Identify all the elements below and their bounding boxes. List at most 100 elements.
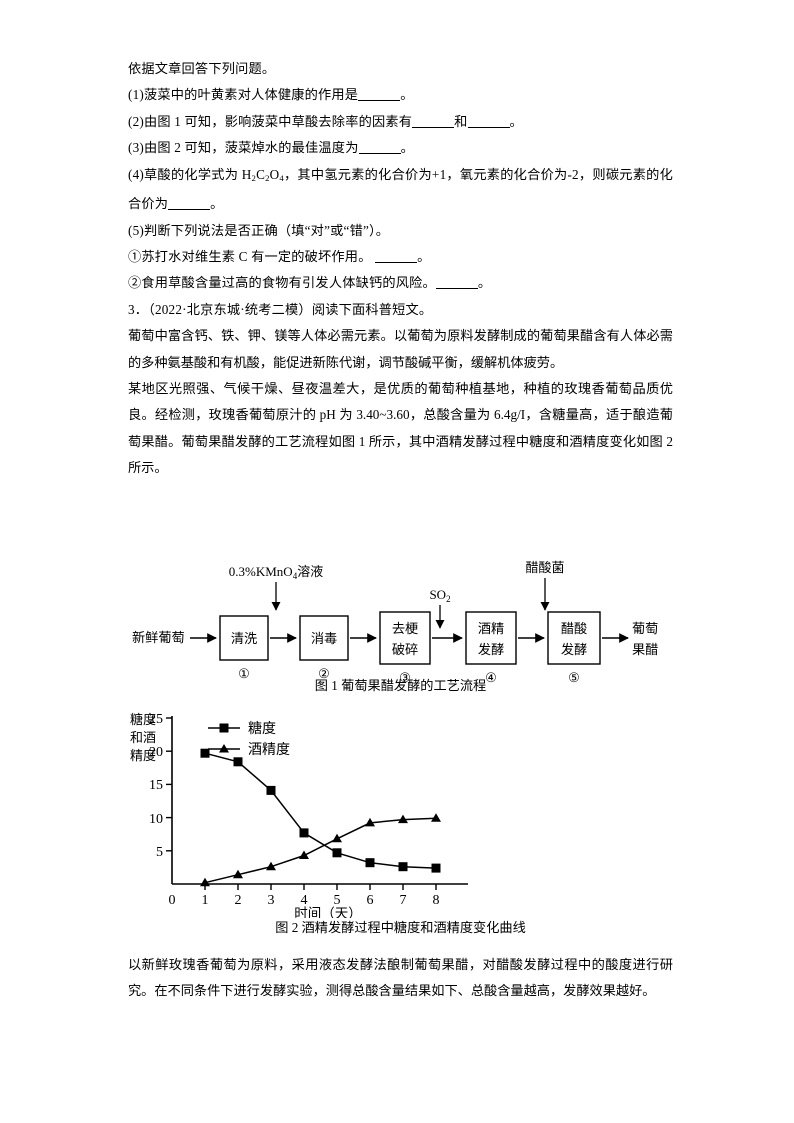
- series-sugar-markers: [200, 748, 441, 873]
- series-sugar-line: [204, 752, 437, 869]
- flow-box-1-label: 清洗: [231, 631, 257, 646]
- x-tick-1: 1: [202, 893, 209, 908]
- question-5a-prefix: ①: [128, 249, 142, 265]
- answer-blank[interactable]: [412, 114, 455, 128]
- legend-sugar-marker: [219, 723, 229, 733]
- flow-box-4-number: ④: [485, 670, 497, 685]
- question-5a-end: 。: [417, 249, 431, 265]
- y-tick-20: 20: [149, 745, 163, 760]
- question-5: (5)判断下列说法是否正确（填“对”或“错”）。: [128, 218, 673, 244]
- question-2: (2)由图 1 可知，影响菠菜中草酸去除率的因素有 和 。: [128, 109, 673, 135]
- flow-box-1[interactable]: [219, 615, 269, 661]
- item-3-heading: 3．（2022·北京东城·统考二模）阅读下面科普短文。: [128, 301, 433, 317]
- legend-alcohol-label: 酒精度: [248, 742, 290, 758]
- flow-box-3-label-1: 去梗: [392, 621, 418, 636]
- question-3-text: 由图 2 可知，菠菜焯水的最佳温度为: [143, 140, 359, 156]
- trailing-text-block: 以新鲜玫瑰香葡萄为原料，采用液态发酵法酿制葡萄果醋，对醋酸发酵过程中的酸度进行研…: [128, 952, 673, 1005]
- y-axis-title-line-3: 精度: [130, 748, 156, 763]
- flow-box-2[interactable]: [299, 615, 349, 661]
- question-5a: ①苏打水对维生素 C 有一定的破坏作用。 。: [128, 244, 673, 270]
- question-2-prefix: (2): [128, 113, 144, 129]
- y-tick-15: 15: [149, 778, 163, 793]
- y-axis-ticks: [166, 717, 172, 852]
- question-5b-end: 。: [477, 275, 492, 291]
- x-tick-7: 7: [400, 893, 407, 908]
- x-tick-0: 0: [169, 893, 176, 908]
- feed-label-acetobacter: 醋酸菌: [525, 560, 564, 575]
- y-tick-25: 25: [149, 712, 163, 727]
- figure-2-caption: 图 2 酒精发酵过程中糖度和酒精度变化曲线: [275, 920, 526, 935]
- y-tick-5: 5: [156, 845, 163, 860]
- flow-output-label-2: 果醋: [632, 642, 658, 657]
- flow-box-4-label-1: 酒精: [478, 621, 504, 636]
- question-3: (3)由图 2 可知，菠菜焯水的最佳温度为 。: [128, 135, 673, 161]
- feed-label-so2: SO2: [429, 587, 450, 604]
- paragraph-2: 某地区光照强、气候干燥、昼夜温差大，是优质的葡萄种植基地，种植的玫瑰香葡萄品质优…: [128, 381, 673, 476]
- figure-1-flowchart: 0.3%KMnO4溶液 SO2 醋酸菌 新鲜葡萄 清洗 ① 消毒 ②: [128, 556, 673, 696]
- flow-box-5-label-1: 醋酸: [561, 621, 587, 636]
- flow-box-5-number: ⑤: [568, 670, 580, 685]
- flow-box-3-number: ③: [399, 670, 411, 685]
- chart-legend: 糖度 酒精度: [208, 721, 290, 758]
- answer-blank[interactable]: [358, 88, 401, 102]
- x-axis-tick-labels: 0 1 2 3 4 5 6 7 8: [169, 893, 440, 908]
- flow-box-5-label-2: 发酵: [561, 642, 587, 657]
- question-block: 依据文章回答下列问题。 (1)菠菜中的叶黄素对人体健康的作用是。 (2)由图 1…: [128, 56, 673, 482]
- flow-input-label: 新鲜葡萄: [132, 630, 185, 645]
- flow-box-5[interactable]: [547, 611, 601, 665]
- x-tick-2: 2: [235, 893, 242, 908]
- y-tick-10: 10: [149, 812, 163, 827]
- question-1-prefix: (1): [128, 87, 144, 103]
- figure-1-caption: 图 1 葡萄果醋发酵的工艺流程: [314, 678, 487, 693]
- question-2-mid: 和: [454, 113, 468, 129]
- question-4-text-a: 草酸的化学式为: [143, 166, 242, 182]
- question-5b: ②食用草酸含量过高的食物有引发人体缺钙的风险。 。: [128, 270, 673, 296]
- flow-box-2-number: ②: [318, 666, 330, 681]
- question-2-text: 由图 1 可知，影响菠菜中草酸去除率的因素有: [143, 113, 413, 129]
- y-axis-title-line-1: 糖度: [130, 712, 156, 727]
- answer-blank[interactable]: [467, 114, 510, 128]
- x-tick-6: 6: [367, 893, 374, 908]
- legend-sugar-label: 糖度: [248, 721, 276, 737]
- flow-box-4-label-2: 发酵: [478, 642, 504, 657]
- question-5-prefix: (5): [128, 222, 144, 238]
- question-4-end: 。: [210, 196, 224, 212]
- series-alcohol-line: [204, 817, 437, 884]
- paragraph-3: 以新鲜玫瑰香葡萄为原料，采用液态发酵法酿制葡萄果醋，对醋酸发酵过程中的酸度进行研…: [128, 957, 673, 999]
- question-5b-text: 食用草酸含量过高的食物有引发人体缺钙的风险。: [141, 275, 436, 291]
- flow-box-3[interactable]: [379, 611, 431, 665]
- x-axis-ticks: [204, 884, 437, 890]
- question-5b-prefix: ②: [128, 275, 142, 291]
- x-tick-3: 3: [268, 893, 275, 908]
- flow-box-4[interactable]: [465, 611, 517, 665]
- question-1: (1)菠菜中的叶黄素对人体健康的作用是 。: [128, 82, 673, 108]
- question-4: (4)草酸的化学式为 H2C2O4，其中氢元素的化合价为+1，氧元素的化合价为-…: [128, 162, 673, 218]
- answer-blank[interactable]: [435, 276, 478, 290]
- x-axis-title: 时间（天）: [294, 906, 362, 918]
- question-2-end: 。: [509, 113, 523, 129]
- feed-label-kmno4: 0.3%KMnO4溶液: [229, 564, 323, 581]
- question-5a-text: 苏打水对维生素 C 有一定的破坏作用。: [141, 249, 372, 265]
- flow-box-1-number: ①: [238, 666, 250, 681]
- answer-blank[interactable]: [375, 249, 418, 264]
- answer-blank[interactable]: [358, 141, 401, 155]
- question-3-prefix: (3): [128, 140, 144, 156]
- question-4-prefix: (4): [128, 166, 144, 182]
- questions-intro: 依据文章回答下列问题。: [128, 61, 276, 76]
- flow-box-3-label-2: 破碎: [392, 642, 418, 657]
- question-1-end: 。: [400, 87, 414, 103]
- flow-output-label-1: 葡萄: [632, 621, 658, 636]
- oxalic-acid-formula: H2C2O4: [241, 166, 284, 183]
- x-tick-4: 4: [301, 893, 308, 908]
- answer-blank[interactable]: [168, 197, 211, 211]
- x-tick-8: 8: [433, 893, 440, 908]
- legend-alcohol-marker: [219, 744, 229, 753]
- paragraph-1: 葡萄中富含钙、铁、钾、镁等人体必需元素。以葡萄为原料发酵制成的葡萄果醋含有人体必…: [128, 328, 673, 370]
- x-tick-5: 5: [334, 893, 341, 908]
- y-axis-title-line-2: 和酒: [130, 730, 156, 745]
- question-4-text-b: ，其中氢元素的化合价为+1，氧元素的化合价为-2，则碳元素的化合价为: [128, 166, 673, 212]
- y-axis-tick-labels: 5 10 15 20 25: [149, 712, 163, 860]
- question-5-text: 判断下列说法是否正确（填“对”或“错”）。: [143, 222, 390, 238]
- flow-box-2-label: 消毒: [311, 631, 337, 646]
